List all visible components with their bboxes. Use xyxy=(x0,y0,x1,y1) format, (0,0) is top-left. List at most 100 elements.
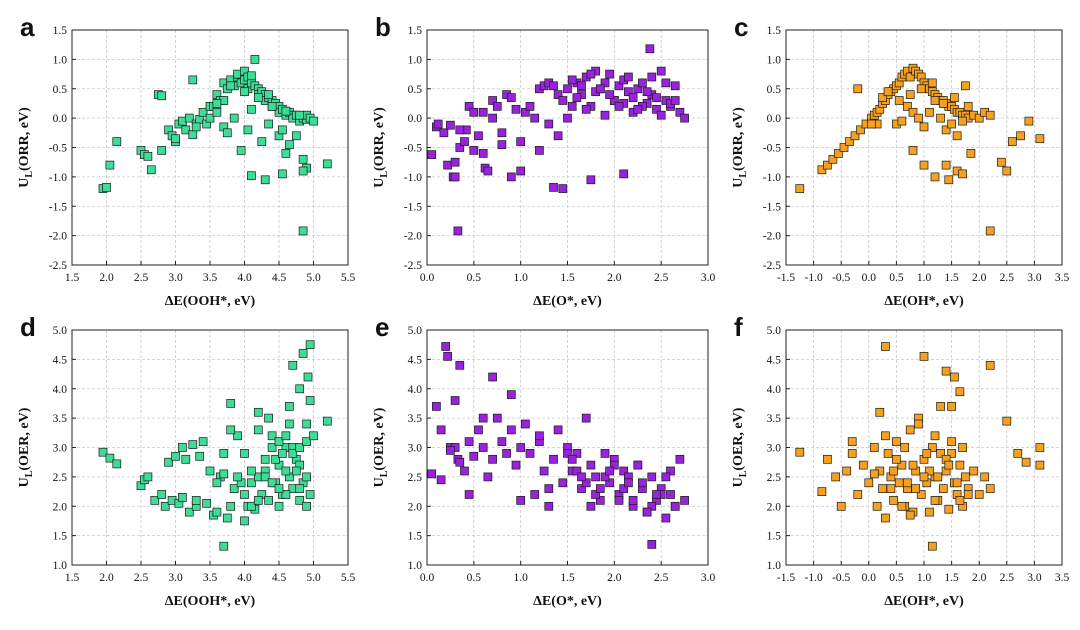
y-axis-title-rest: (OER, eV) xyxy=(372,407,387,470)
y-axis-title-rest: (ORR, eV) xyxy=(372,107,387,171)
data-point xyxy=(563,449,572,458)
y-axis-title-main: U xyxy=(731,477,746,487)
x-tick-label: 1.5 xyxy=(560,572,575,584)
data-point xyxy=(212,99,222,108)
data-point xyxy=(850,131,860,141)
data-point xyxy=(488,372,497,382)
x-axis-title: ΔE(OH*, eV) xyxy=(884,294,964,309)
data-point xyxy=(600,449,610,458)
y-axis-title: UL(OER, eV) xyxy=(731,407,749,487)
data-point xyxy=(295,484,305,493)
panel-d: d1.5 2.0 2.5 3.0 3.5 4.0 4.5 5.0 5.51.01.52.02.5… xyxy=(17,312,355,609)
data-point xyxy=(205,466,215,476)
data-point xyxy=(112,137,122,146)
data-point xyxy=(925,107,934,117)
data-point xyxy=(474,131,483,141)
y-tick-label: -1.5 xyxy=(49,201,67,213)
y-tick-label: 0.0 xyxy=(53,113,68,125)
data-point xyxy=(958,116,967,126)
data-point xyxy=(633,84,643,94)
data-point xyxy=(581,413,591,423)
data-point xyxy=(969,466,979,476)
data-point xyxy=(549,454,558,464)
data-point xyxy=(605,478,614,488)
data-point xyxy=(614,81,624,91)
data-point xyxy=(253,93,263,102)
data-point xyxy=(944,504,954,514)
y-tick-label: 4.0 xyxy=(408,384,423,396)
y-tick-label: -0.5 xyxy=(404,143,422,155)
y-tick-label: 1.0 xyxy=(408,560,423,572)
data-point xyxy=(219,449,229,458)
data-point xyxy=(961,472,970,482)
y-axis-title-subscript: L xyxy=(738,470,749,477)
data-point xyxy=(446,120,455,130)
data-point xyxy=(1002,166,1012,176)
plot-frame xyxy=(426,29,709,266)
data-point xyxy=(188,440,198,449)
x-tick-label: 0.0 xyxy=(862,572,877,584)
data-point xyxy=(295,443,305,452)
data-point xyxy=(633,104,643,114)
x-tick-label: 1.5 xyxy=(944,272,959,284)
data-point xyxy=(1016,131,1025,141)
data-point xyxy=(544,484,554,493)
data-point xyxy=(443,352,452,361)
data-point xyxy=(605,466,614,476)
data-point xyxy=(205,113,215,123)
data-point xyxy=(647,72,657,82)
data-point xyxy=(828,154,838,164)
data-point xyxy=(298,166,308,176)
x-tick-label: 3.5 xyxy=(1055,272,1070,284)
y-tick-label: 1.5 xyxy=(408,531,423,543)
data-point xyxy=(925,507,934,517)
data-point xyxy=(502,449,511,458)
data-point xyxy=(212,107,222,117)
data-point xyxy=(247,466,256,476)
data-point xyxy=(996,157,1006,167)
data-point xyxy=(947,449,956,458)
panel-letter: a xyxy=(20,12,35,42)
data-point xyxy=(558,478,568,488)
data-point xyxy=(591,490,600,499)
data-point xyxy=(905,90,915,99)
data-point xyxy=(497,128,507,138)
x-tick-label: 1.5 xyxy=(944,572,959,584)
data-point xyxy=(600,78,610,88)
data-point xyxy=(427,469,437,479)
data-point xyxy=(191,122,201,132)
data-point xyxy=(427,150,437,159)
data-point xyxy=(936,449,945,458)
data-point xyxy=(958,169,967,179)
y-tick-label: 4.5 xyxy=(767,354,782,366)
data-point xyxy=(586,175,596,185)
y-tick-label: 1.0 xyxy=(53,54,68,66)
data-point xyxy=(492,413,502,423)
data-point xyxy=(184,113,194,123)
data-point xyxy=(264,119,273,129)
data-point xyxy=(567,454,577,464)
data-point xyxy=(295,496,305,505)
data-point xyxy=(455,125,465,135)
data-points xyxy=(98,55,332,236)
data-point xyxy=(619,169,629,179)
y-tick-label: -2.0 xyxy=(763,231,781,243)
data-point xyxy=(267,102,277,111)
data-points xyxy=(795,342,1045,551)
data-point xyxy=(963,102,973,111)
data-point xyxy=(930,172,940,182)
data-point xyxy=(143,472,153,482)
y-tick-label: -2.0 xyxy=(49,231,67,243)
data-point xyxy=(919,352,929,361)
y-tick-label: 1.0 xyxy=(53,560,68,572)
data-point xyxy=(219,469,229,479)
panel-b: b 0.0 0.5 1.0 1.5 2.0 2.5 3.0 -2.5 -2.0 -1.5 -1.0 -0… xyxy=(372,12,715,309)
x-tick-label: 2.0 xyxy=(99,272,114,284)
y-tick-label: -2.5 xyxy=(763,260,781,272)
data-point xyxy=(226,81,236,91)
panel-letter: e xyxy=(375,312,389,342)
y-axis-title-subscript: L xyxy=(379,171,390,178)
y-axis-title-subscript: L xyxy=(24,470,35,477)
y-tick-label: 2.5 xyxy=(767,472,782,484)
panel-letter: d xyxy=(20,312,36,342)
